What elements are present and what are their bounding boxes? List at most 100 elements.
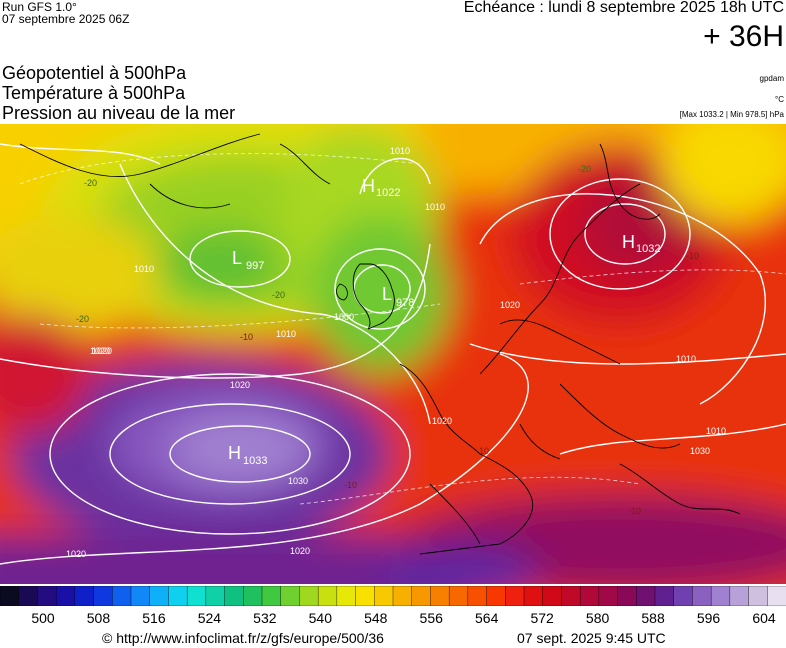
scale-swatch [55,586,76,606]
scale-tick-label: 564 [475,610,499,626]
generation-timestamp: 07 sept. 2025 9:45 UTC [517,630,666,646]
scale-tick-label: 524 [197,610,222,626]
run-date: 07 septembre 2025 06Z [2,12,130,26]
scale-tick-label: 540 [308,610,332,626]
scale-tick-label: 580 [585,610,610,626]
isobar-label: 1020 [90,346,110,356]
isotherm-label: -20 [76,314,89,324]
isotherm-label: -20 [272,290,285,300]
scale-swatch [673,586,694,606]
scale-tick-label: 604 [752,610,776,626]
scale-swatch [505,586,525,606]
isobar-label: 1020 [500,300,520,310]
scale-swatch [261,586,282,606]
isobar-label: 1010 [706,426,726,436]
scale-swatch [93,586,113,606]
forecast-lead-time: + 36H [703,20,784,53]
color-scale-labels: 500 508 516 524 532 540 548 556 564 572 580 588 596 6… [0,610,786,628]
isobar-label: 1020 [290,546,310,556]
scale-swatch [280,586,301,606]
scale-swatch [523,586,544,606]
scale-swatch [748,586,768,606]
param-temperature: Température à 500hPa [2,83,186,103]
scale-swatch [0,586,20,606]
scale-swatch [448,586,469,606]
scale-swatch [149,586,170,606]
scale-swatch [205,586,226,606]
isotherm-label: -10 [686,251,699,261]
scale-tick-label: 556 [419,610,443,626]
unit-geopotential: gpdam [759,74,784,83]
low-center-2-letter: L [382,284,392,304]
coastlines [19,133,741,555]
param-mslp: Pression au niveau de la mer [2,103,236,123]
high-center-2-letter: H [622,232,635,252]
isotherm-label: -10 [628,506,641,516]
isotherm-label: -10 [476,446,489,456]
low-center-2-value: 978 [396,297,414,309]
scale-tick-label: 548 [364,610,388,626]
scale-swatch [467,586,488,606]
low-center-1-letter: L [232,248,242,268]
scale-swatch [430,586,450,606]
scale-swatch [617,586,637,606]
scale-swatch [411,586,432,606]
isotherm-label: -10 [240,332,253,342]
isotherm-labels: -20 -20 -20 -20 -10 -10 -10 -10 -10 [76,164,699,516]
geopotential-fill [0,124,786,584]
scale-swatch [692,586,712,606]
scale-swatch [579,586,600,606]
isobar-label: 1010 [425,202,445,212]
isotherms [19,153,786,505]
scale-swatch [392,586,413,606]
isobar-label: 1010 [276,329,296,339]
scale-swatch [168,586,188,606]
high-center-3-letter: H [362,176,375,196]
scale-swatch [37,586,57,606]
scale-swatch [112,586,132,606]
high-center-2-value: 1032 [636,243,660,255]
scale-swatch [130,586,151,606]
high-center-1-letter: H [228,443,241,463]
scale-swatch [542,586,563,606]
scale-swatch [767,586,786,606]
isobar-label: 1020 [432,416,452,426]
isobars [0,143,786,565]
scale-tick-label: 532 [253,610,277,626]
high-center-1-value: 1033 [243,455,267,467]
forecast-valid-time: Echéance : lundi 8 septembre 2025 18h UT… [463,0,784,16]
isobar-label: 1030 [288,476,308,486]
scale-tick-label: 596 [696,610,721,626]
scale-swatch [598,586,619,606]
scale-swatch [243,586,263,606]
scale-swatch [374,586,394,606]
scale-tick-label: 508 [86,610,111,626]
scale-swatch [336,586,357,606]
pressure-centers: H 1033 L 997 L 978 H 1032 H 1022 [228,176,660,467]
weather-map: H 1033 L 997 L 978 H 1032 H 1022 1010 10… [0,124,786,584]
isobar-label: 1010 [134,264,154,274]
scale-swatch [636,586,656,606]
low-center-1-value: 997 [246,260,264,272]
scale-swatch [654,586,675,606]
unit-temperature: °C [775,95,784,104]
isobar-label: 1020 [66,549,86,559]
scale-swatch [299,586,319,606]
isobar-labels: 1010 1020 1030 1010 1020 1000 1020 1010 … [66,146,726,559]
isobar-label: 1010 [390,146,410,156]
isobar-label: 1010 [676,354,696,364]
scale-swatch [355,586,375,606]
param-geopotential: Géopotentiel à 500hPa [2,63,187,83]
scale-swatch [18,586,39,606]
model-run-label: Run GFS 1.0° [2,0,77,14]
scale-swatch [486,586,506,606]
isobar-label: 1000 [334,312,354,322]
isobar-label: 1020 [92,346,112,356]
source-url: © http://www.infoclimat.fr/z/gfs/europe/… [102,630,384,646]
high-center-3-value: 1022 [376,187,400,199]
scale-tick-label: 588 [641,610,665,626]
scale-swatch [186,586,207,606]
scale-tick-label: 516 [142,610,166,626]
color-scale-bar [0,586,786,606]
scale-swatch [74,586,95,606]
